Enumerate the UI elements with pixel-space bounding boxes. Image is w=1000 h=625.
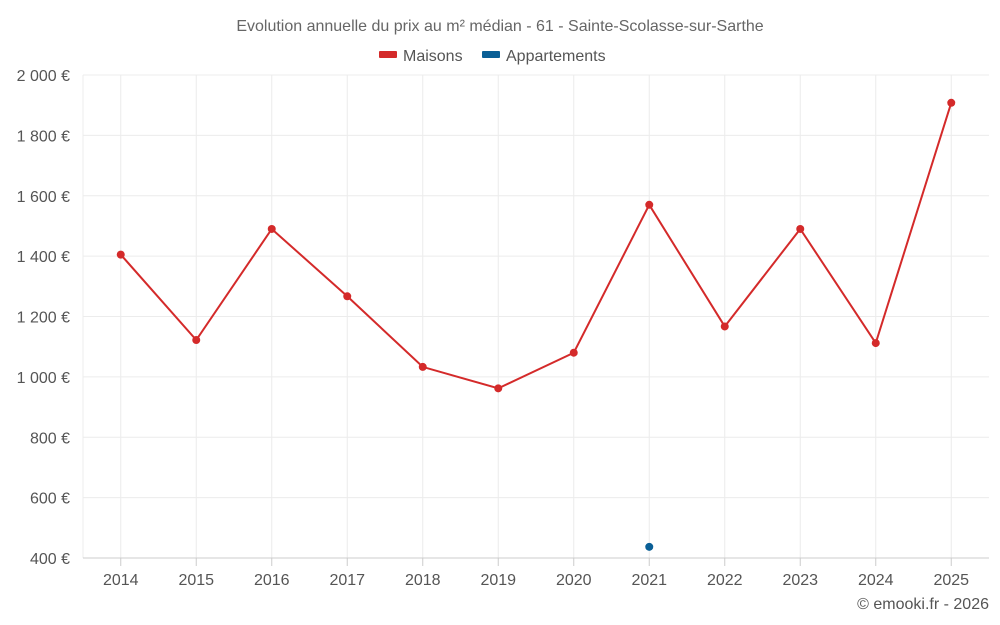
grid — [82, 74, 989, 558]
x-tick-label: 2018 — [405, 572, 441, 589]
legend: Maisons Appartements — [379, 48, 606, 65]
data-point-maisons-2021[interactable] — [645, 200, 654, 209]
legend-label-appartements: Appartements — [506, 48, 606, 65]
y-tick-label: 1 200 € — [17, 310, 70, 327]
legend-label-maisons: Maisons — [403, 48, 463, 65]
x-tick-label: 2014 — [103, 572, 139, 589]
x-tick-label: 2025 — [933, 572, 969, 589]
data-point-maisons-2024[interactable] — [871, 339, 880, 348]
x-tick-label: 2024 — [858, 572, 894, 589]
series — [116, 98, 956, 551]
x-tick-label: 2020 — [556, 572, 592, 589]
x-tick-label: 2017 — [329, 572, 365, 589]
x-tick-label: 2015 — [178, 572, 214, 589]
y-tick-label: 400 € — [30, 551, 70, 568]
series-line-maisons — [120, 102, 953, 390]
y-tick-label: 600 € — [30, 491, 70, 508]
data-point-maisons-2017[interactable] — [343, 292, 352, 301]
y-tick-label: 1 400 € — [17, 249, 70, 266]
data-point-maisons-2025[interactable] — [947, 98, 956, 107]
data-point-maisons-2014[interactable] — [116, 250, 125, 259]
data-point-maisons-2018[interactable] — [418, 362, 427, 371]
x-tick-label: 2019 — [480, 572, 516, 589]
credit[interactable]: © emooki.fr - 2026 — [857, 596, 989, 613]
data-point-maisons-2022[interactable] — [720, 322, 729, 331]
data-point-maisons-2016[interactable] — [267, 224, 276, 233]
x-axis-ticks: 2014 2015 2016 2017 2018 2019 2020 2021 2022 2023… — [83, 557, 989, 589]
data-point-maisons-2023[interactable] — [796, 224, 805, 233]
y-tick-label: 800 € — [30, 430, 70, 447]
x-tick-label: 2023 — [782, 572, 818, 589]
data-point-appartements-2021[interactable] — [645, 542, 654, 551]
y-axis-ticks: 400 € 600 € 800 € 1 000 € 1 200 € 1 400 € 1 60… — [17, 68, 70, 568]
chart-title: Evolution annuelle du prix au m² médian … — [236, 18, 763, 35]
y-tick-label: 1 600 € — [17, 189, 70, 206]
legend-item-maisons[interactable]: Maisons — [379, 48, 463, 65]
x-tick-label: 2016 — [254, 572, 290, 589]
y-tick-label: 1 000 € — [17, 370, 70, 387]
legend-item-appartements[interactable]: Appartements — [482, 48, 606, 65]
legend-swatch-maisons — [379, 51, 397, 58]
data-point-maisons-2020[interactable] — [569, 348, 578, 357]
data-point-maisons-2015[interactable] — [192, 336, 201, 345]
y-tick-label: 1 800 € — [17, 128, 70, 145]
x-tick-label: 2022 — [707, 572, 743, 589]
y-tick-label: 2 000 € — [17, 68, 70, 85]
data-point-maisons-2019[interactable] — [494, 384, 503, 393]
x-tick-label: 2021 — [631, 572, 667, 589]
legend-swatch-appartements — [482, 51, 500, 58]
